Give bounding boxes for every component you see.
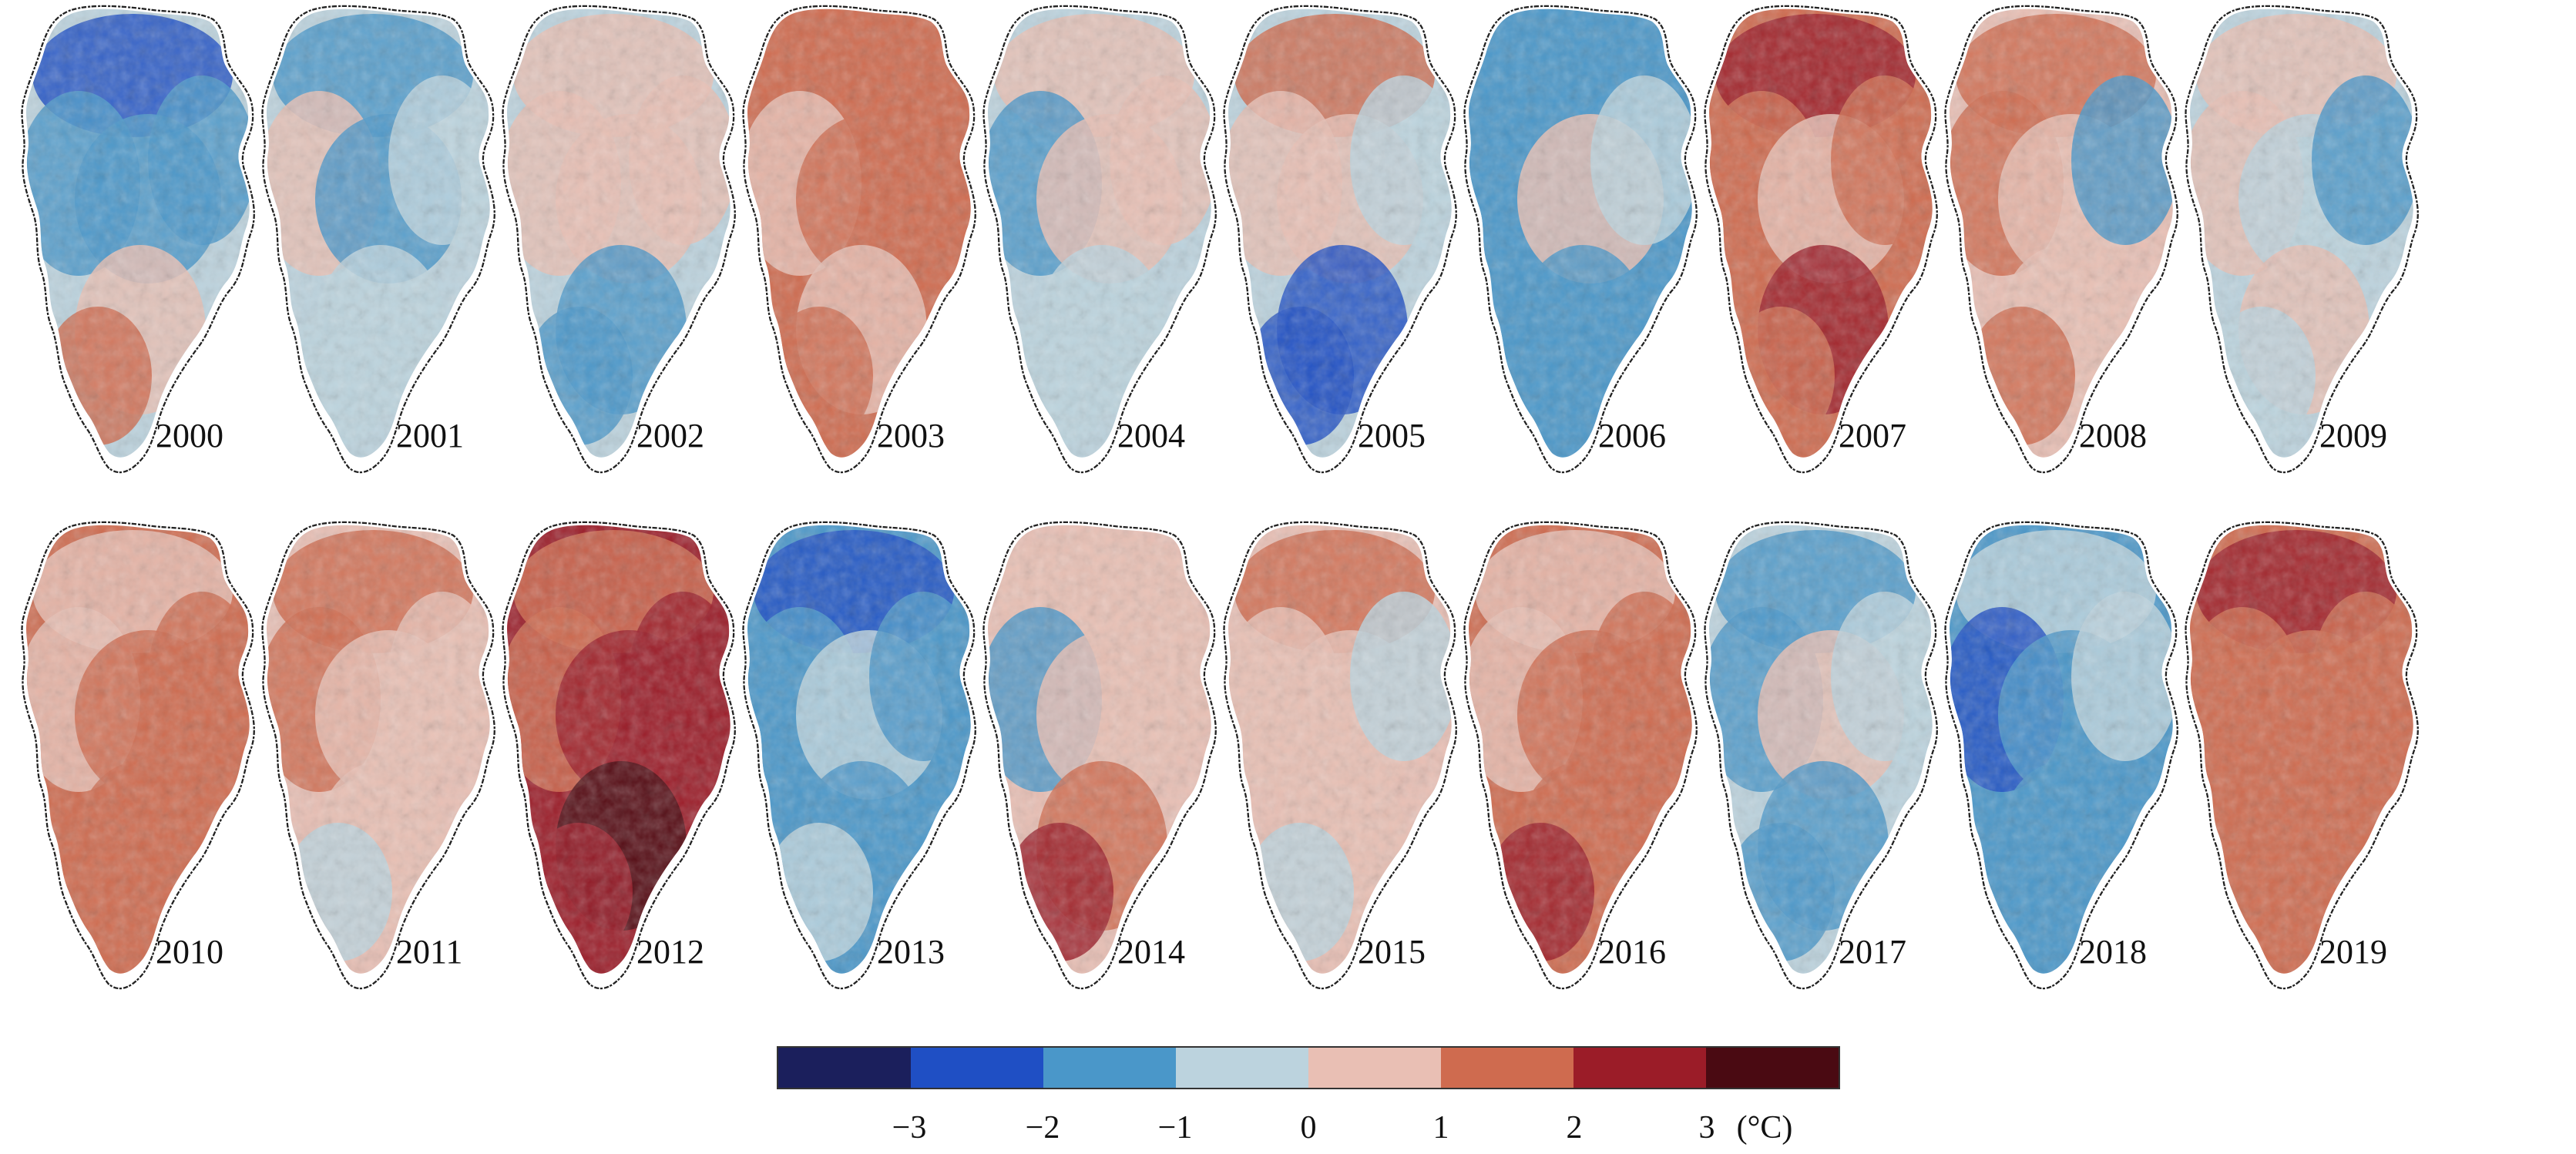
anomaly-field-2015 bbox=[1228, 525, 1452, 974]
anomaly-field-2016 bbox=[1469, 525, 1692, 974]
map-panel-2001: 2001 bbox=[261, 5, 495, 474]
anomaly-field-2018 bbox=[1950, 525, 2173, 974]
anomaly-field-2009 bbox=[2190, 8, 2413, 458]
map-panel-2013: 2013 bbox=[742, 521, 976, 990]
map-panel-2019: 2019 bbox=[2185, 521, 2419, 990]
anomaly-field-2005 bbox=[1228, 8, 1452, 458]
colorbar-tick-label: 0 bbox=[1300, 1110, 1317, 1146]
anomaly-field-2013 bbox=[747, 525, 971, 974]
colorbar-unit-label: (°C) bbox=[1736, 1110, 1793, 1146]
year-label: 2016 bbox=[1598, 933, 1666, 971]
map-panel-2002: 2002 bbox=[502, 5, 736, 474]
anomaly-field-2011 bbox=[267, 525, 490, 974]
year-label: 2006 bbox=[1598, 417, 1666, 455]
year-label: 2007 bbox=[1839, 417, 1906, 455]
anomaly-field-2004 bbox=[988, 8, 1211, 458]
year-label: 2004 bbox=[1117, 417, 1185, 455]
anomaly-field-2000 bbox=[26, 8, 250, 458]
anomaly-field-2006 bbox=[1469, 8, 1692, 458]
colorbar-swatch-5 bbox=[1308, 1048, 1441, 1088]
map-panel-2010: 2010 bbox=[21, 521, 255, 990]
colorbar-swatch-4 bbox=[1176, 1048, 1308, 1088]
anomaly-field-2010 bbox=[26, 525, 250, 974]
colorbar-swatch-2 bbox=[911, 1048, 1043, 1088]
anomaly-field-2001 bbox=[267, 8, 490, 458]
year-label: 2003 bbox=[877, 417, 945, 455]
anomaly-field-2007 bbox=[1709, 8, 1933, 458]
colorbar-tick-label: 3 bbox=[1698, 1110, 1715, 1146]
colorbar-tick-label: 2 bbox=[1566, 1110, 1583, 1146]
year-label: 2012 bbox=[636, 933, 704, 971]
map-panel-2016: 2016 bbox=[1463, 521, 1698, 990]
year-label: 2009 bbox=[2319, 417, 2387, 455]
map-panel-2017: 2017 bbox=[1704, 521, 1938, 990]
map-panel-2004: 2004 bbox=[982, 5, 1217, 474]
year-label: 2001 bbox=[396, 417, 464, 455]
map-panel-2008: 2008 bbox=[1944, 5, 2178, 474]
year-label: 2014 bbox=[1117, 933, 1185, 971]
year-label: 2011 bbox=[396, 933, 462, 971]
year-label: 2019 bbox=[2319, 933, 2387, 971]
colorbar-swatch-6 bbox=[1441, 1048, 1573, 1088]
anomaly-field-2017 bbox=[1709, 525, 1933, 974]
year-label: 2013 bbox=[877, 933, 945, 971]
year-label: 2005 bbox=[1358, 417, 1426, 455]
year-label: 2008 bbox=[2079, 417, 2147, 455]
colorbar-tick-label: −2 bbox=[1025, 1110, 1060, 1146]
map-panel-2007: 2007 bbox=[1704, 5, 1938, 474]
anomaly-field-2008 bbox=[1950, 8, 2173, 458]
year-label: 2000 bbox=[156, 417, 223, 455]
map-panel-2015: 2015 bbox=[1223, 521, 1457, 990]
map-panel-2011: 2011 bbox=[261, 521, 495, 990]
map-panel-2003: 2003 bbox=[742, 5, 976, 474]
map-panel-2005: 2005 bbox=[1223, 5, 1457, 474]
map-panel-2012: 2012 bbox=[502, 521, 736, 990]
anomaly-field-2019 bbox=[2190, 525, 2413, 974]
map-panel-2014: 2014 bbox=[982, 521, 1217, 990]
colorbar-tick-label: 1 bbox=[1432, 1110, 1449, 1146]
map-panel-2006: 2006 bbox=[1463, 5, 1698, 474]
anomaly-field-2003 bbox=[747, 8, 971, 458]
anomaly-field-2002 bbox=[507, 8, 730, 458]
colorbar-tick-label: −3 bbox=[892, 1110, 927, 1146]
colorbar-swatch-3 bbox=[1043, 1048, 1176, 1088]
anomaly-field-2012 bbox=[507, 525, 730, 974]
colorbar-tick-label: −1 bbox=[1157, 1110, 1193, 1146]
year-label: 2010 bbox=[156, 933, 223, 971]
colorbar bbox=[777, 1046, 1840, 1089]
map-panel-2018: 2018 bbox=[1944, 521, 2178, 990]
year-label: 2002 bbox=[636, 417, 704, 455]
year-label: 2018 bbox=[2079, 933, 2147, 971]
map-panel-2009: 2009 bbox=[2185, 5, 2419, 474]
year-label: 2017 bbox=[1839, 933, 1906, 971]
colorbar-swatch-1 bbox=[778, 1048, 911, 1088]
anomaly-field-2014 bbox=[988, 525, 1211, 974]
map-grid: 2000 2001 2002 2003 2004 2005 2006 2007 2008 2009… bbox=[21, 5, 2419, 990]
map-panel-2000: 2000 bbox=[21, 5, 255, 474]
colorbar-swatch-7 bbox=[1573, 1048, 1706, 1088]
year-label: 2015 bbox=[1358, 933, 1426, 971]
colorbar-swatch-8 bbox=[1706, 1048, 1839, 1088]
